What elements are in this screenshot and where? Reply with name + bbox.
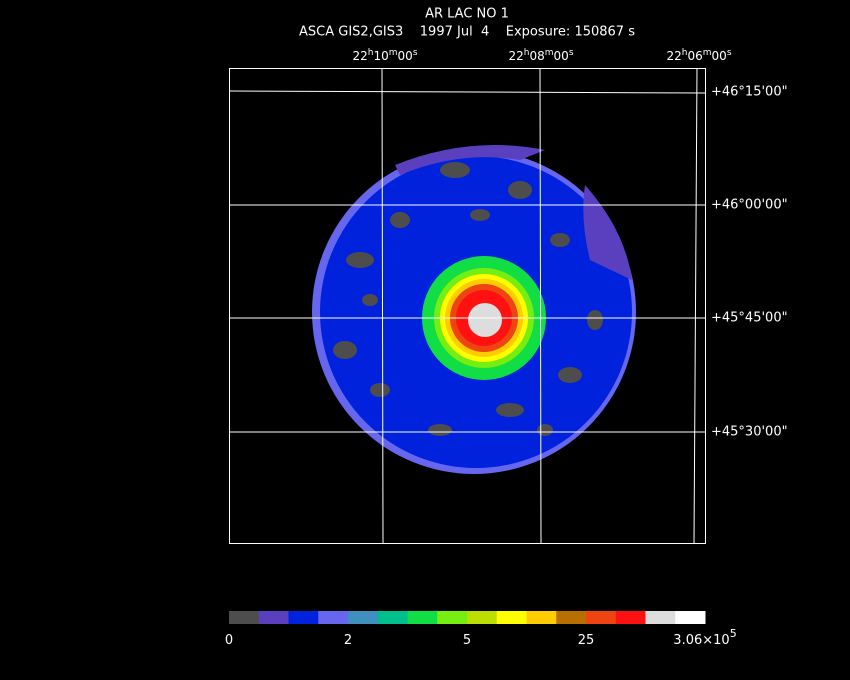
ra-label: 22h06m00s	[666, 48, 731, 63]
colorbar-swatch	[496, 611, 527, 624]
ra-unit: h	[368, 48, 374, 58]
ra-grid-line	[539, 67, 542, 544]
dec-label: +45°45'00"	[711, 311, 788, 326]
colorbar-swatch	[229, 611, 260, 624]
exponent: 5	[730, 627, 737, 640]
ra-value: 10	[373, 49, 388, 63]
ra-unit: s	[727, 48, 732, 58]
sky-image	[312, 145, 636, 474]
dec-label: +46°15'00"	[711, 85, 788, 100]
subtitle: ASCA GIS2,GIS3 1997 Jul 4 Exposure: 1508…	[299, 25, 635, 40]
colorbar-swatch	[348, 611, 379, 624]
source-core	[468, 303, 502, 337]
colorbar-swatch	[556, 611, 587, 624]
colorbar-label: 0	[225, 633, 233, 648]
colorbar-swatch	[377, 611, 408, 624]
dec-label: +45°30'00"	[711, 425, 788, 440]
ra-unit: m	[703, 48, 712, 58]
ra-value: 00	[712, 49, 727, 63]
colorbar-swatch	[437, 611, 468, 624]
title: AR LAC NO 1	[425, 7, 509, 22]
colorbar-swatch	[288, 611, 319, 624]
colorbar-max-label: 3.06×105	[673, 627, 736, 648]
frame	[229, 68, 706, 544]
ra-value: 00	[554, 49, 569, 63]
ra-value: 00	[398, 49, 413, 63]
ra-value: 06	[687, 49, 702, 63]
edge-region	[583, 185, 632, 280]
ra-label: 22h10m00s	[352, 48, 417, 63]
colorbar-swatch	[318, 611, 349, 624]
colorbar-swatch	[645, 611, 676, 624]
colorbar-swatch	[675, 611, 706, 624]
colorbar-swatch	[467, 611, 498, 624]
ra-unit: m	[545, 48, 554, 58]
colorbar-label: 2	[344, 633, 352, 648]
colorbar-label: 5	[463, 633, 471, 648]
ra-unit: h	[682, 48, 688, 58]
dec-grid-line	[228, 90, 706, 94]
colorbar-swatch	[586, 611, 617, 624]
ra-unit: s	[569, 48, 574, 58]
ra-unit: h	[524, 48, 530, 58]
colorbar-label: 25	[578, 633, 595, 648]
colorbar-swatch	[407, 611, 438, 624]
colorbar-swatch	[615, 611, 646, 624]
colorbar-swatch	[526, 611, 557, 624]
colorbar-swatch	[258, 611, 289, 624]
ra-unit: s	[413, 48, 418, 58]
ra-value: 22	[666, 49, 681, 63]
ra-value: 08	[529, 49, 544, 63]
ra-value: 22	[352, 49, 367, 63]
coord-grid	[228, 67, 706, 544]
edge-region	[395, 145, 545, 175]
ra-grid-line	[693, 67, 698, 544]
mantissa: 3.06×10	[673, 633, 729, 648]
ra-value: 22	[508, 49, 523, 63]
dec-label: +46°00'00"	[711, 198, 788, 213]
noise-blobs	[333, 162, 603, 436]
ra-unit: m	[389, 48, 398, 58]
ra-grid-line	[381, 67, 384, 544]
ra-label: 22h08m00s	[508, 48, 573, 63]
